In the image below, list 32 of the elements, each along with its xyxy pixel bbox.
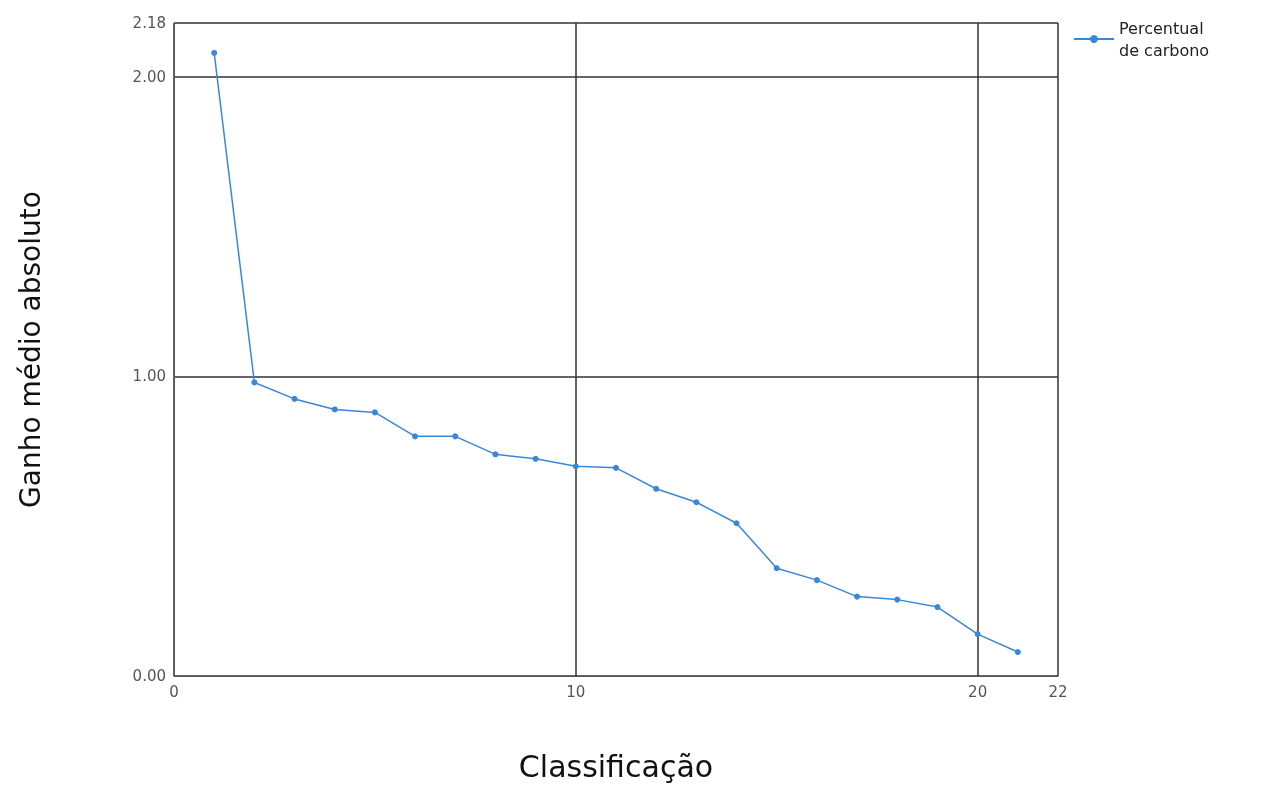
point (211, 49, 218, 56)
y-tick-label: 2.00 (132, 67, 166, 86)
x-axis-title: Classificação (518, 748, 714, 784)
y-tick-label: 1.00 (132, 367, 166, 386)
point (572, 463, 579, 470)
point (371, 409, 378, 416)
point (653, 485, 660, 492)
point (813, 577, 820, 584)
point (934, 604, 941, 611)
x-tick-label: 20 (968, 682, 988, 701)
point (492, 451, 499, 458)
point (974, 631, 981, 638)
point (251, 379, 258, 386)
point (854, 593, 861, 600)
point (452, 433, 459, 440)
y-axis-title: Ganho médio absoluto (13, 191, 47, 508)
x-tick-label: 0 (169, 682, 179, 701)
point (894, 596, 901, 603)
y-tick-label: 0.00 (132, 667, 166, 685)
point (613, 464, 619, 471)
point (693, 499, 700, 506)
point (733, 520, 740, 527)
x-tick-label: 22 (1048, 682, 1068, 701)
point (291, 395, 298, 402)
point (773, 565, 780, 572)
point (412, 433, 419, 440)
x-tick-label: 10 (566, 682, 586, 701)
point (1014, 649, 1021, 656)
y-tick-label: 2.18 (132, 14, 166, 32)
point (532, 455, 539, 462)
point (331, 406, 338, 413)
legend-label: Percentual de carbono (1119, 18, 1210, 60)
